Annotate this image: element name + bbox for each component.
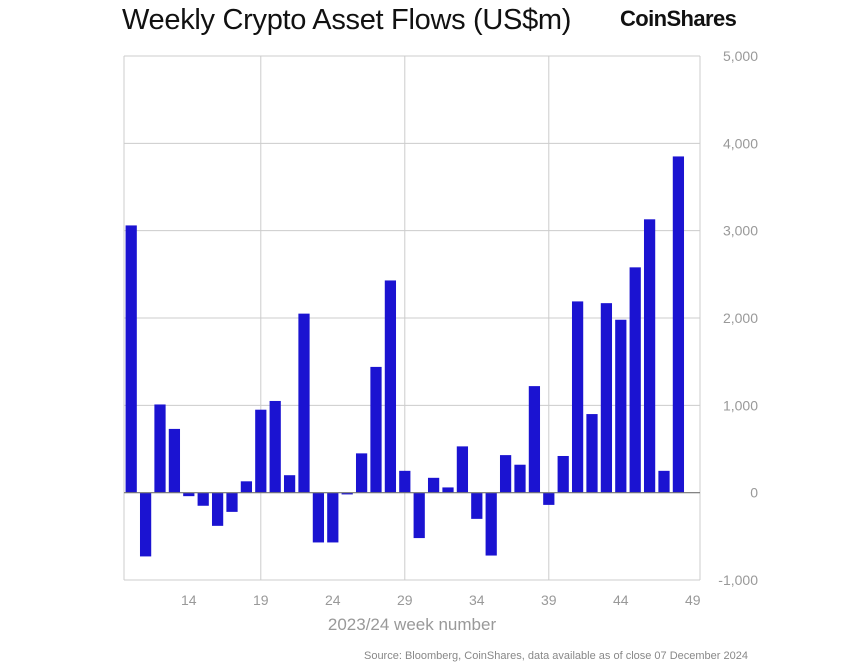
bar-week-46 — [643, 219, 656, 493]
bar-week-27 — [370, 366, 382, 493]
bar-week-36 — [499, 455, 512, 493]
x-axis-ticks: 14 19 24 29 34 39 44 49 — [181, 592, 701, 608]
bar-week-31 — [427, 477, 440, 493]
bar-week-23 — [312, 492, 325, 543]
bar-week-40 — [557, 455, 569, 493]
x-tick-label: 44 — [613, 592, 629, 608]
bar-week-22 — [298, 313, 310, 493]
bar-week-13 — [168, 428, 181, 493]
bar-week-41 — [571, 301, 584, 493]
x-tick-label: 14 — [181, 592, 197, 608]
y-axis-ticks: -1,000 0 1,000 2,000 3,000 4,000 5,000 — [718, 48, 758, 588]
bar-week-25 — [341, 492, 353, 495]
bar-week-43 — [600, 303, 613, 493]
bar-week-24 — [327, 492, 339, 543]
x-axis-label: 2023/24 week number — [328, 615, 497, 634]
bar-week-42 — [586, 414, 598, 493]
y-tick-label: 1,000 — [723, 397, 758, 413]
bar-week-21 — [283, 475, 296, 493]
bar-week-28 — [384, 280, 397, 493]
bar-week-15 — [197, 492, 209, 506]
bar-week-48 — [672, 156, 685, 493]
bar-week-12 — [154, 404, 166, 493]
bar-week-44 — [615, 319, 627, 493]
bar-week-17 — [226, 492, 238, 512]
x-tick-label: 34 — [469, 592, 485, 608]
bar-week-16 — [211, 492, 224, 526]
bar-week-14 — [183, 492, 195, 497]
y-tick-label: 5,000 — [723, 48, 758, 64]
x-tick-label: 19 — [253, 592, 269, 608]
bar-week-34 — [471, 492, 483, 519]
bar-week-45 — [629, 267, 641, 493]
coinshares-logo: CoinShares — [620, 6, 737, 31]
bar-week-18 — [240, 481, 253, 493]
x-tick-label: 49 — [685, 592, 701, 608]
bar-week-20 — [269, 400, 281, 493]
x-tick-label: 29 — [397, 592, 413, 608]
bar-week-29 — [399, 470, 411, 493]
chart-title: Weekly Crypto Asset Flows (US$m) — [122, 4, 572, 36]
y-tick-label: -1,000 — [718, 572, 758, 588]
y-tick-label: 0 — [750, 485, 758, 501]
bar-week-47 — [658, 470, 670, 493]
x-tick-label: 24 — [325, 592, 341, 608]
y-tick-label: 2,000 — [723, 310, 758, 326]
bar-week-19 — [255, 409, 267, 493]
bar-week-37 — [514, 464, 526, 493]
x-tick-label: 39 — [541, 592, 557, 608]
y-tick-label: 4,000 — [723, 135, 758, 151]
bar-week-38 — [528, 386, 541, 493]
bar-week-33 — [456, 446, 469, 493]
y-tick-label: 3,000 — [723, 223, 758, 239]
bar-week-11 — [139, 492, 152, 557]
bar-week-30 — [413, 492, 425, 539]
gridlines — [123, 55, 701, 581]
bar-week-35 — [485, 492, 497, 556]
bar-week-32 — [442, 487, 454, 493]
bar-week-39 — [543, 492, 555, 505]
source-note: Source: Bloomberg, CoinShares, data avai… — [363, 650, 748, 662]
bar-week-26 — [355, 453, 368, 493]
bar-week-10 — [125, 225, 137, 493]
bars — [125, 156, 685, 557]
